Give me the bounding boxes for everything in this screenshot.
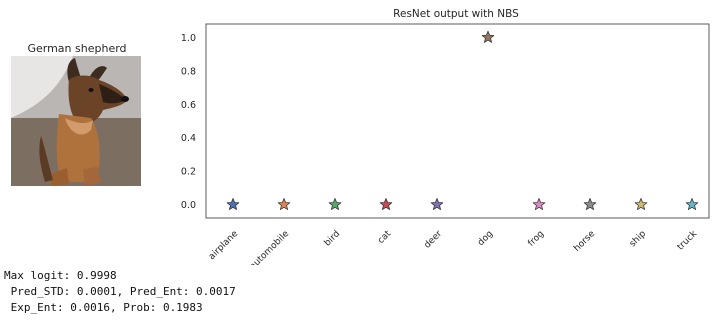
x-tick-label-automobile: automobile <box>248 229 291 265</box>
x-tick-label-frog: frog <box>526 229 546 249</box>
star-marker-frog <box>532 198 546 210</box>
readout-pred-std-ent: Pred_STD: 0.0001, Pred_Ent: 0.0017 <box>4 285 236 298</box>
image-title: German shepherd <box>27 42 127 55</box>
star-marker-deer <box>430 198 444 210</box>
star-marker-truck <box>685 198 699 210</box>
x-tick-label-truck: truck <box>676 228 700 252</box>
y-tick-label: 0.4 <box>181 133 196 144</box>
x-tick-label-airplane: airplane <box>207 229 240 262</box>
x-tick-label-bird: bird <box>323 229 342 248</box>
x-axis: airplane automobile bird cat deer dog frog hors… <box>207 228 700 265</box>
star-marker-airplane <box>226 198 240 210</box>
x-tick-label-ship: ship <box>628 229 648 249</box>
star-marker-horse <box>583 198 597 210</box>
star-marker-automobile <box>277 198 291 210</box>
y-tick-label: 0.0 <box>181 200 196 211</box>
star-marker-cat <box>379 198 393 210</box>
readout-max-logit: Max logit: 0.9998 <box>4 269 117 282</box>
star-marker-dog <box>481 30 495 43</box>
x-tick-label-dog: dog <box>476 229 495 248</box>
resnet-output-chart: ResNet output with NBS 0.0 0.2 0.4 0.6 0.8 1.… <box>181 8 710 265</box>
chart-title: ResNet output with NBS <box>393 8 519 20</box>
readout-exp-ent-prob: Exp_Ent: 0.0016, Prob: 0.1983 <box>4 301 203 314</box>
x-tick-label-deer: deer <box>423 229 445 251</box>
prediction-readout: Max logit: 0.9998 Pred_STD: 0.0001, Pred… <box>4 268 236 316</box>
input-image-panel: German shepherd <box>0 0 160 195</box>
y-axis: 0.0 0.2 0.4 0.6 0.8 1.0 <box>181 33 196 211</box>
star-marker-bird <box>328 198 342 210</box>
y-tick-label: 0.2 <box>181 167 196 178</box>
plot-area-frame <box>205 23 710 219</box>
star-marker-ship <box>634 198 648 210</box>
data-markers <box>226 30 699 210</box>
y-tick-label: 0.6 <box>181 100 196 111</box>
x-tick-label-horse: horse <box>572 229 597 254</box>
y-tick-label: 0.8 <box>181 66 196 77</box>
x-tick-label-cat: cat <box>376 229 393 246</box>
y-tick-label: 1.0 <box>181 33 196 44</box>
german-shepherd-photo <box>11 56 141 186</box>
